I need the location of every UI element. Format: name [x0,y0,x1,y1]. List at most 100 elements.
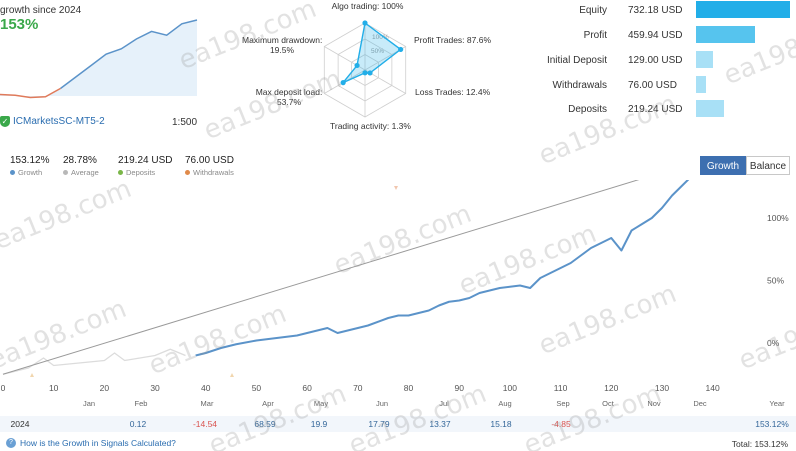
withdrawal-marker [394,186,398,190]
shield-check-icon: ✓ [0,116,10,127]
radar-point-1 [398,46,404,53]
stat-value-deposits: 219.24 USD [628,104,683,115]
balance-toggle-button[interactable]: Balance [746,156,790,175]
stat-bar-profit [696,26,755,43]
month-label: Jun [376,399,388,408]
stat-value-initial-deposit: 129.00 USD [628,55,683,66]
growth-since-title: growth since 2024 [0,5,82,16]
legend-withdrawals-value: 76.00 USD [185,155,234,166]
x-tick-label: 30 [150,383,160,393]
stat-label-profit: Profit [583,30,607,41]
stat-label-deposits: Deposits [568,104,607,115]
month-value-feb: 0.12 [129,419,147,429]
radar-label-drawdown: Maximum drawdown: 19.5% [242,35,322,55]
legend-average-value: 28.78% [63,155,97,166]
legend-deposits-dot-icon [118,170,123,175]
broker-name[interactable]: ICMarketsSC-MT5-2 [13,116,105,127]
legend-deposits-value: 219.24 USD [118,155,173,166]
month-label: Jan [83,399,95,408]
radar-label-loss: Loss Trades: 12.4% [415,87,491,97]
deposit-marker [30,373,34,377]
radar-label-deposit-load: Max deposit load: 53.7% [255,87,323,107]
year-label: 2024 [10,419,30,429]
x-tick-label: 80 [404,383,414,393]
stat-label-initial-deposit: Initial Deposit [546,55,607,66]
month-value-aug: 15.18 [490,419,512,429]
mini-chart-area [0,20,197,98]
y-tick-label: 0% [767,338,780,348]
stat-value-profit: 459.94 USD [628,30,683,41]
growth-chart: 150%100%50%0%010203040506070809010011012… [1,180,789,408]
month-value-sep: -4.85 [551,419,571,429]
x-tick-label: 100 [503,383,517,393]
radar-ring-label-50: 50% [371,48,384,55]
mini-chart-line [60,19,198,89]
legend-withdrawals-dot-icon [185,170,190,175]
early-faint-line [2,348,186,375]
growth-percent: 153% [0,16,39,33]
x-tick-label: 0 [1,383,6,393]
radar-point-5 [354,62,360,69]
y-tick-label: 100% [767,213,789,223]
mini-growth-chart [0,19,198,99]
leverage: 1:500 [172,117,198,128]
growth-calc-help-text[interactable]: How is the Growth in Signals Calculated? [20,438,176,448]
stat-value-equity: 732.18 USD [628,5,683,16]
year-total-value: 153.12% [755,419,789,429]
month-label: Mar [201,399,214,408]
x-tick-label: 20 [100,383,110,393]
legend-deposits[interactable]: 219.24 USD Deposits [118,155,172,177]
legend-growth-value: 153.12% [10,155,50,166]
growth-toggle-button[interactable]: Growth [700,156,746,175]
x-tick-label: 110 [554,383,568,393]
month-label: Aug [498,399,511,408]
watermark: ea198.com [534,88,681,172]
legend-deposits-label: Deposits [126,168,156,177]
stat-bar-equity [696,1,790,18]
radar-chart: 100% 50% [323,20,407,118]
legend-average[interactable]: 28.78% Average [63,155,99,177]
x-tick-label: 40 [201,383,211,393]
legend-withdrawals[interactable]: 76.00 USD Withdrawals [185,155,234,177]
month-value-mar: -14.54 [192,419,218,429]
growth-series-line [195,180,690,357]
stat-label-equity: Equity [579,5,607,16]
month-label: Jul [439,399,449,408]
x-tick-label: 50 [252,383,262,393]
month-label: Dec [693,399,707,408]
watermark: ea198.com [719,8,796,92]
legend-average-label: Average [71,168,99,177]
year-summary-row: 2024 0.12 -14.54 68.59 19.9 17.79 13.37 … [0,416,796,432]
drawdown-title: Maximum drawdown: [242,35,323,45]
legend-growth-dot-icon [10,170,15,175]
stat-label-withdrawals: Withdrawals [552,80,607,91]
x-tick-label: 90 [454,383,464,393]
radar-label-activity: Trading activity: 1.3% [330,121,411,131]
x-tick-label: 10 [49,383,59,393]
legend-growth-label: Growth [18,168,43,177]
total-growth: Total: 153.12% [731,439,788,449]
month-label: Year [769,399,785,408]
month-label: Oct [602,399,615,408]
growth-calc-help-link[interactable]: ? How is the Growth in Signals Calculate… [6,438,176,448]
average-trend-line [2,180,640,375]
month-label: May [314,399,328,408]
x-tick-label: 140 [706,383,720,393]
radar-ring-label-100: 100% [372,34,389,41]
month-label: Nov [647,399,661,408]
month-label: Sep [556,399,569,408]
question-icon: ? [6,438,16,448]
legend-growth[interactable]: 153.12% Growth [10,155,49,177]
legend-average-dot-icon [63,170,68,175]
x-tick-label: 130 [655,383,669,393]
month-value-jun: 17.79 [368,419,390,429]
radar-point-0 [362,20,368,26]
month-value-may: 19.9 [310,419,328,429]
legend-withdrawals-label: Withdrawals [193,168,234,177]
broker-link[interactable]: ✓ ICMarketsSC-MT5-2 [0,116,105,127]
stat-bar-deposits [696,100,724,117]
x-tick-label: 70 [353,383,363,393]
radar-label-algo: Algo trading: 100% [331,1,404,11]
radar-point-4 [340,80,346,86]
month-label: Feb [135,399,148,408]
